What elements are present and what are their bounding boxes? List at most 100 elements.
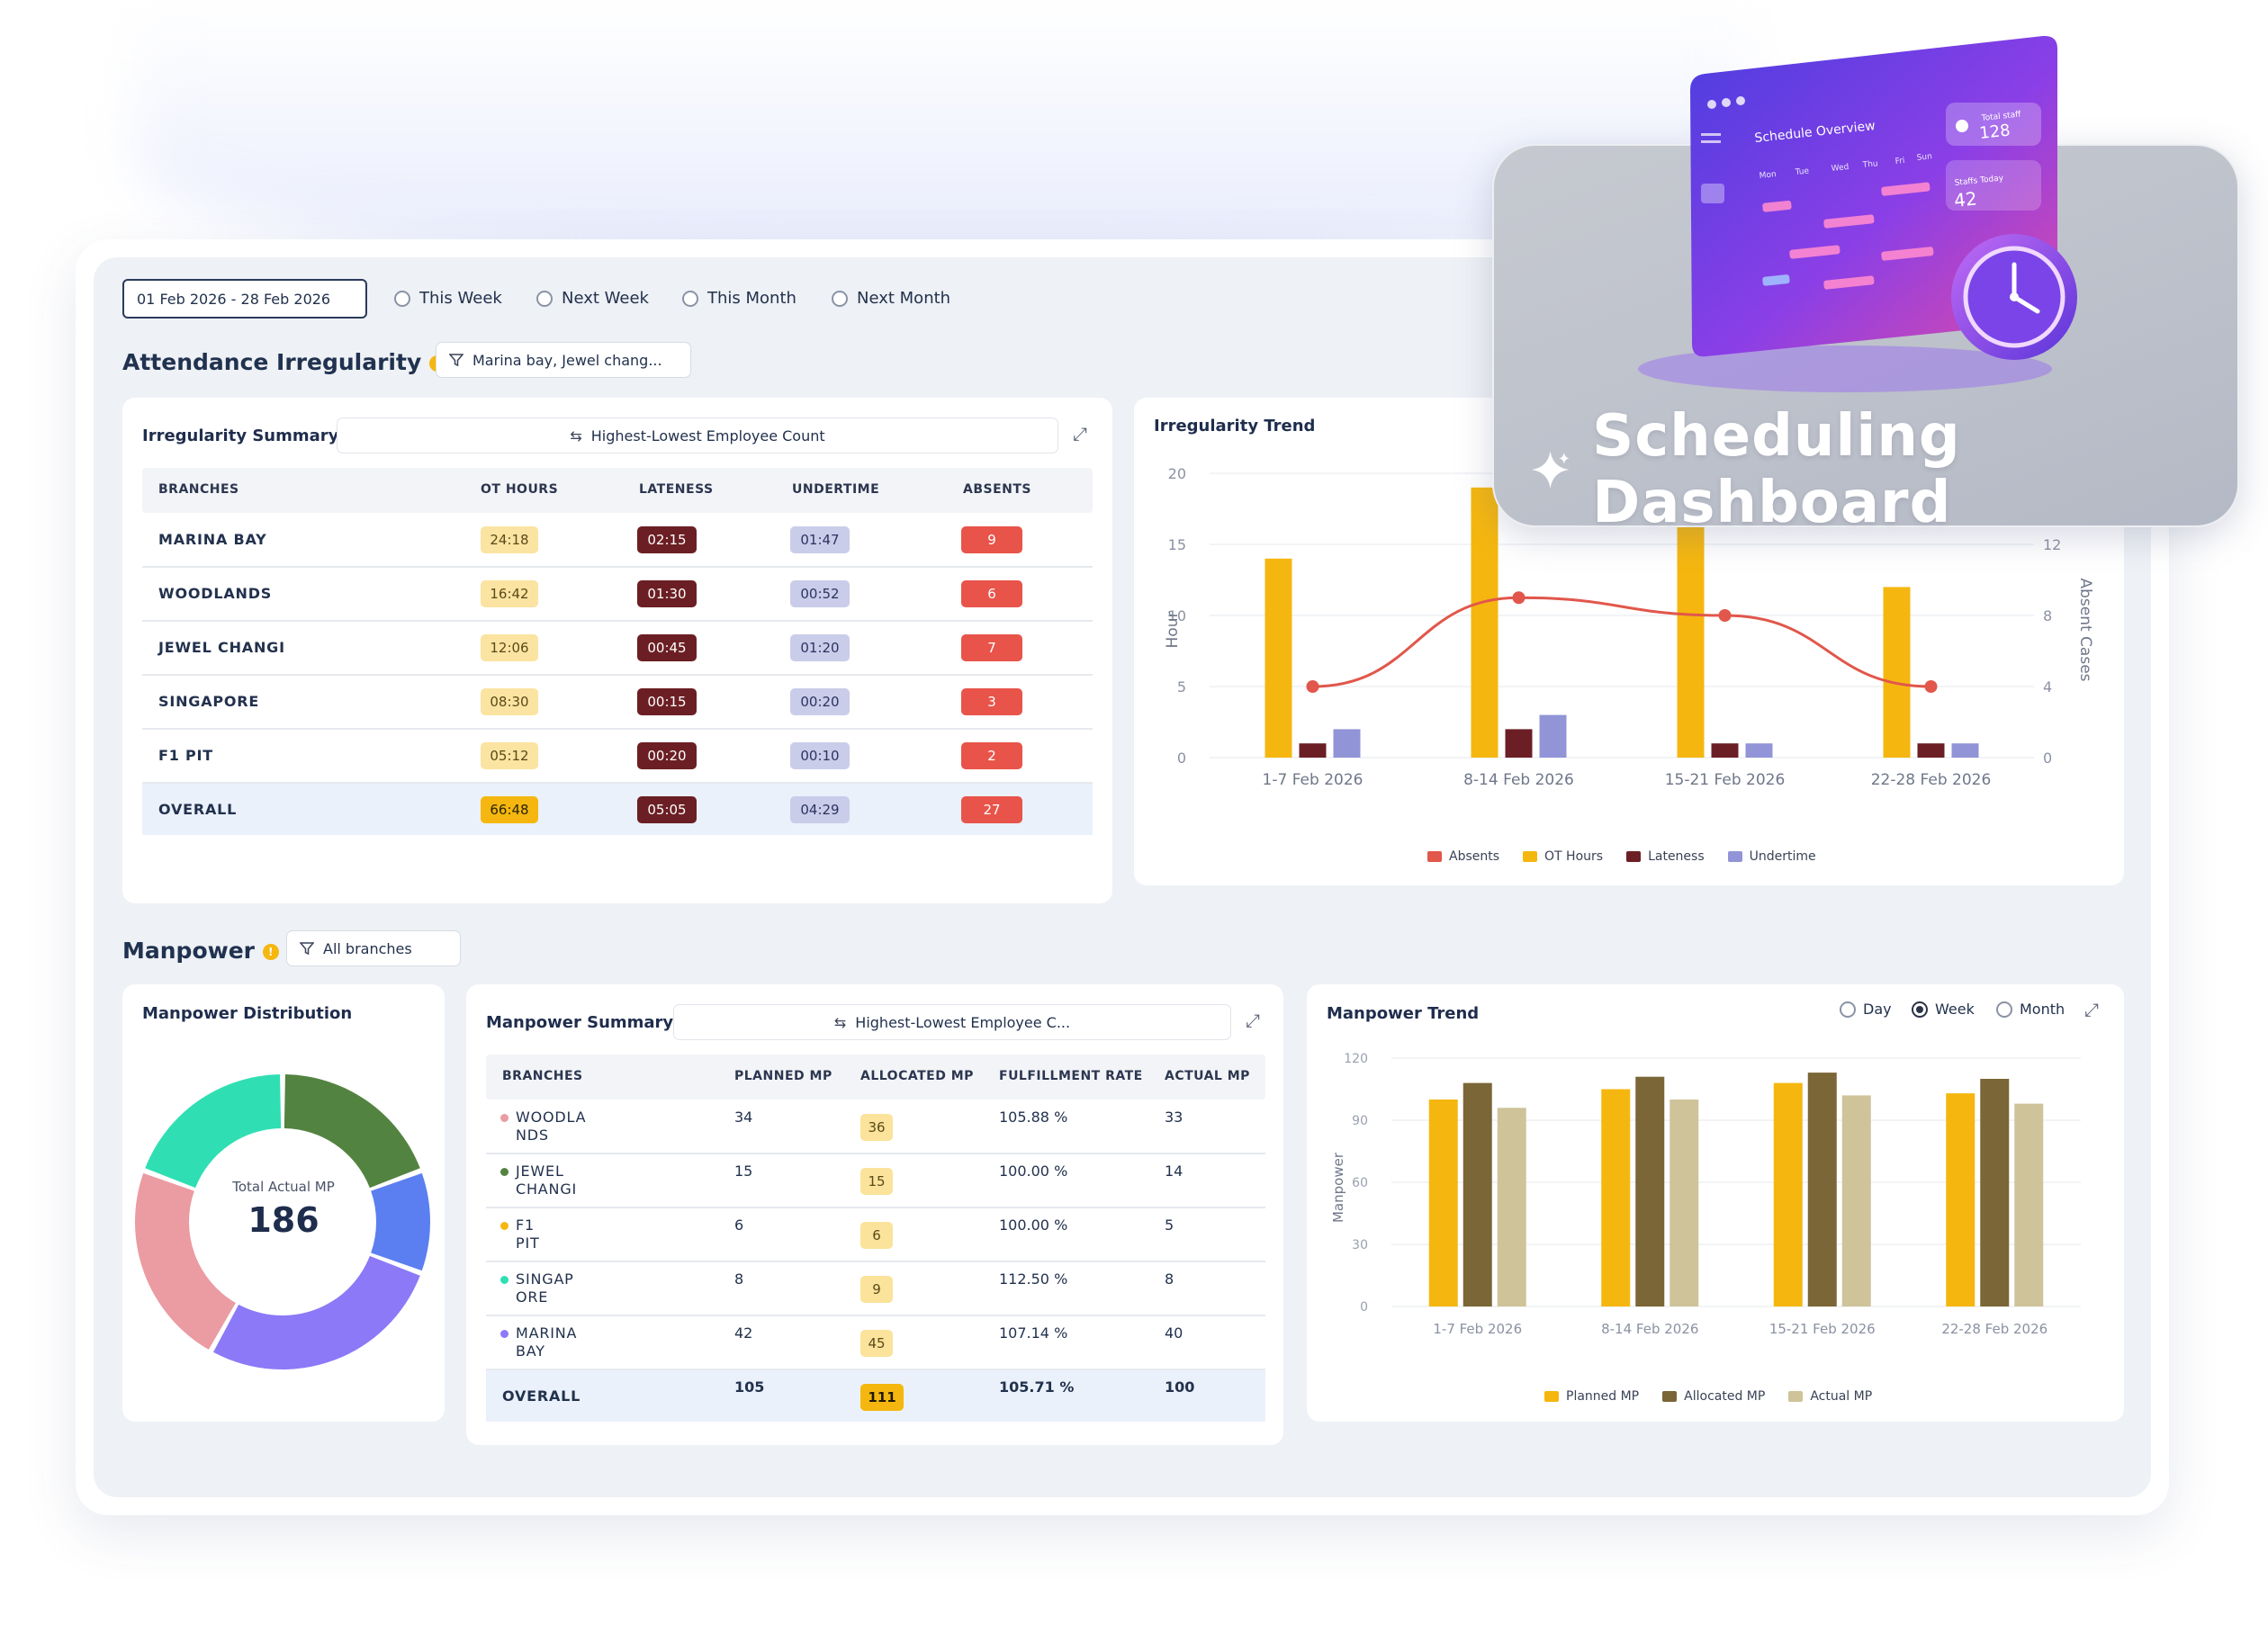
bar-ot-hours [1264, 558, 1292, 758]
branch-name: WOODLANDS [158, 585, 273, 602]
manpower-branch-filter[interactable]: All branches [286, 930, 461, 966]
branch-name-line1: F1 [516, 1217, 535, 1234]
legend-lateness: Lateness [1626, 849, 1705, 864]
x-tick-label: 15-21 Feb 2026 [1769, 1321, 1876, 1337]
bar-undertime [1333, 729, 1361, 758]
legend-label: Allocated MP [1684, 1389, 1766, 1404]
legend-label: Absents [1449, 849, 1500, 864]
x-tick-label: 8-14 Feb 2026 [1601, 1321, 1698, 1337]
x-tick-label: 1-7 Feb 2026 [1433, 1321, 1522, 1337]
overall-row-bg [142, 783, 1093, 835]
y-tick-label: 60 [1352, 1176, 1368, 1190]
actual-mp: 8 [1165, 1270, 1174, 1288]
radio-selected-icon [1912, 1001, 1928, 1018]
col-planned-mp: PLANNED MP [734, 1069, 832, 1083]
row-divider [486, 1315, 1265, 1316]
undertime-pill: 01:20 [790, 634, 850, 661]
irregularity-trend-title: Irregularity Trend [1154, 417, 1316, 435]
x-tick-label: 1-7 Feb 2026 [1263, 771, 1364, 789]
manpower-filter-text: All branches [323, 939, 412, 957]
branch-name-line2: CHANGI [516, 1181, 578, 1198]
info-icon[interactable]: ! [262, 944, 279, 960]
col-allocated-mp: ALLOCATED MP [860, 1069, 974, 1083]
date-range-picker[interactable]: 01 Feb 2026 - 28 Feb 2026 [122, 279, 367, 319]
branch-name: MARINA BAY [500, 1324, 577, 1360]
undertime-pill: 00:10 [790, 742, 850, 769]
donut-slice [134, 1172, 236, 1350]
bar-allocated-mp [1980, 1079, 2010, 1306]
radio-next-month[interactable]: Next Month [832, 289, 950, 308]
radio-next-week[interactable]: Next Week [536, 289, 649, 308]
row-divider [142, 620, 1093, 622]
manpower-legend: Planned MP Allocated MP Actual MP [1544, 1389, 1872, 1404]
radio-label: Week [1935, 1001, 1975, 1018]
ot-hours-pill: 12:06 [481, 634, 538, 661]
attendance-branch-filter[interactable]: Marina bay, Jewel chang... [436, 342, 691, 378]
manpower-sort-dropdown[interactable]: ⇆ Highest-Lowest Employee C... [673, 1004, 1231, 1040]
y2-tick-label: 4 [2043, 678, 2052, 696]
mock-stat1-label: Total staff [1980, 110, 2021, 123]
mock-day: Fri [1894, 157, 1905, 166]
y-tick-label: 30 [1352, 1238, 1368, 1252]
bar-undertime [1951, 743, 1979, 758]
expand-icon[interactable]: ⤢ [1073, 423, 1087, 444]
legend-allocated-mp: Allocated MP [1662, 1389, 1765, 1404]
col-lateness: LATENESS [639, 482, 714, 497]
manpower-section-title: Manpower ! [122, 938, 279, 964]
fulfillment-rate: 112.50 % [999, 1270, 1068, 1288]
manpower-trend-chart: 0 30 60 90 120 Manpower 1-7 Feb 2026 8-14 Feb 2… [1330, 1052, 2081, 1337]
actual-mp: 5 [1165, 1217, 1174, 1234]
radio-this-month[interactable]: This Month [682, 289, 796, 308]
bar-planned-mp [1773, 1082, 1803, 1306]
col-absents: ABSENTS [963, 482, 1032, 497]
col-branches: BRANCHES [502, 1069, 583, 1083]
radio-circle-icon [1840, 1001, 1856, 1018]
y-tick-label: 10 [1168, 607, 1186, 624]
absents-pill: 2 [961, 742, 1022, 769]
manpower-trend-title: Manpower Trend [1327, 1004, 1480, 1023]
manpower-distribution-title: Manpower Distribution [142, 1004, 353, 1023]
absents-point [1512, 591, 1526, 605]
bar-undertime [1745, 743, 1773, 758]
radio-circle-icon [394, 290, 410, 307]
branch-name: SINGAPORE [158, 693, 260, 710]
bar-ot-hours [1471, 487, 1498, 758]
row-divider [486, 1153, 1265, 1154]
allocated-mp-pill: 6 [860, 1222, 893, 1249]
schedule-illustration: Schedule Overview Mon Tue Wed Thu Fri Su… [1638, 35, 2077, 392]
branch-name: F1 PIT [500, 1217, 540, 1252]
row-divider [486, 1369, 1265, 1370]
absents-point [1306, 680, 1319, 693]
radio-this-week[interactable]: This Week [394, 289, 502, 308]
radio-circle-icon [536, 290, 553, 307]
x-tick-label: 22-28 Feb 2026 [1871, 771, 1992, 789]
row-divider [142, 566, 1093, 568]
row-divider [486, 1207, 1265, 1208]
absents-pill: 7 [961, 634, 1022, 661]
radio-day[interactable]: Day [1840, 1001, 1892, 1018]
irregularity-sort-dropdown[interactable]: ⇆ Highest-Lowest Employee Count [337, 417, 1058, 453]
radio-week[interactable]: Week [1912, 1001, 1975, 1018]
y-tick-label: 120 [1344, 1052, 1368, 1066]
bar-actual-mp [1670, 1100, 1699, 1306]
radio-month[interactable]: Month [1996, 1001, 2065, 1018]
expand-icon[interactable]: ⤢ [1246, 1010, 1260, 1031]
expand-icon[interactable]: ⤢ [2084, 999, 2099, 1020]
background-glow [135, 0, 1755, 270]
irregularity-table-header-bg [142, 468, 1093, 513]
ot-hours-pill: 08:30 [481, 688, 538, 715]
hero-title-text: Scheduling Dashboard [1592, 403, 1961, 536]
absents-line [1312, 596, 1931, 688]
donut-center-label: Total Actual MP [232, 1179, 335, 1195]
fulfillment-rate: 100.00 % [999, 1217, 1068, 1234]
planned-mp: 6 [734, 1217, 744, 1234]
donut-center-value: 186 [248, 1200, 320, 1240]
branch-name-line1: MARINA [516, 1324, 578, 1342]
undertime-pill: 00:20 [790, 688, 850, 715]
planned-mp: 42 [734, 1324, 753, 1342]
legend-absents: Absents [1427, 849, 1499, 864]
manpower-title-text: Manpower [122, 938, 255, 964]
fulfillment-rate: 105.88 % [999, 1109, 1068, 1126]
lateness-pill: 00:20 [637, 742, 697, 769]
bar-planned-mp [1946, 1093, 1976, 1306]
